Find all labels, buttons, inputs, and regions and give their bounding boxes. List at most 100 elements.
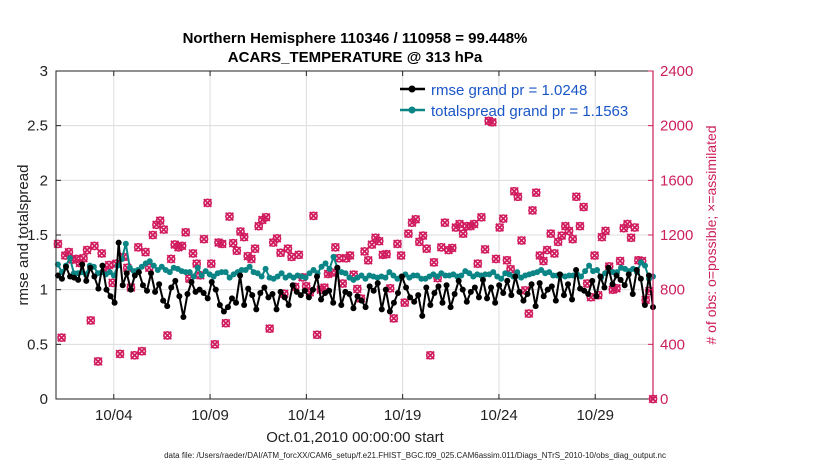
obs-assimilated-point <box>181 227 191 237</box>
obs-possible-point <box>294 250 304 260</box>
obs-assimilated-point <box>422 244 432 254</box>
rmse-point <box>645 272 652 279</box>
rmse-point <box>184 291 191 298</box>
rmse-point <box>309 286 316 293</box>
obs-possible-point <box>615 256 625 266</box>
rmse-point <box>79 261 86 268</box>
totalspread-point <box>242 266 249 273</box>
rmse-point <box>633 266 640 273</box>
obs-possible-point <box>447 243 457 253</box>
x-tick-label: 10/19 <box>384 407 422 424</box>
rmse-point <box>403 284 410 291</box>
rmse-point <box>605 264 612 271</box>
rmse-point <box>516 288 523 295</box>
obs-possible-point <box>487 117 497 127</box>
rmse-point <box>625 271 632 278</box>
totalspread-point <box>150 262 157 269</box>
rmse-point <box>593 293 600 300</box>
totalspread-point <box>226 274 233 281</box>
rmse-point <box>233 299 240 306</box>
obs-assimilated-point <box>57 333 67 343</box>
obs-assimilated-point <box>473 259 483 269</box>
obs-assimilated-point <box>542 245 552 255</box>
obs-possible-point <box>418 231 428 241</box>
obs-possible-point <box>53 239 63 249</box>
legend-rmse-marker <box>408 85 416 93</box>
obs-assimilated-point <box>287 252 297 262</box>
obs-possible-point <box>626 233 636 243</box>
rmse-point <box>613 272 620 279</box>
rmse-point <box>123 270 130 277</box>
obs-possible-point <box>276 248 286 258</box>
rmse-point <box>621 282 628 289</box>
y-right-tick-label: 800 <box>660 282 685 299</box>
totalspread-point <box>642 262 649 269</box>
obs-possible-point <box>601 226 610 236</box>
obs-assimilated-point <box>539 256 548 266</box>
obs-assimilated-point <box>250 244 260 254</box>
obs-possible-point <box>199 234 209 244</box>
obs-assimilated-point <box>64 247 74 257</box>
y-tick-label: 1.5 <box>27 227 48 244</box>
obs-assimilated-point <box>261 212 271 222</box>
totalspread-point <box>210 273 217 280</box>
obs-count-markers <box>53 116 658 404</box>
rmse-point <box>135 269 142 276</box>
obs-possible-point <box>550 249 559 258</box>
rmse-point <box>386 308 393 315</box>
rmse-point <box>350 305 357 312</box>
totalspread-point <box>186 269 193 276</box>
totalspread-point <box>414 272 421 279</box>
obs-assimilated-point <box>458 229 468 239</box>
obs-possible-point <box>575 221 585 231</box>
obs-assimilated-point <box>393 239 402 249</box>
obs-possible-point <box>265 324 275 334</box>
rmse-point <box>143 287 150 294</box>
totalspread-point <box>122 240 129 247</box>
obs-possible-point <box>225 212 234 221</box>
obs-assimilated-point <box>476 212 486 222</box>
y-tick-label: 3 <box>40 63 48 80</box>
totalspread-point <box>158 263 165 270</box>
rmse-point <box>447 304 454 311</box>
obs-possible-point <box>422 244 432 254</box>
legend: rmse grand pr = 1.0248 totalspread grand… <box>400 82 628 120</box>
rmse-point <box>520 297 527 304</box>
obs-assimilated-point <box>436 242 446 252</box>
rmse-point <box>338 301 345 308</box>
x-tick-label: 10/09 <box>191 407 229 424</box>
obs-assimilated-point <box>203 198 213 208</box>
rmse-point <box>58 275 65 282</box>
rmse-point <box>467 288 474 295</box>
rmse-point <box>103 286 110 293</box>
rmse-point <box>277 288 284 295</box>
obs-assimilated-point <box>104 260 114 270</box>
rmse-point <box>249 292 256 299</box>
totalspread-point <box>310 266 317 273</box>
y-right-tick-label: 400 <box>660 336 685 353</box>
rmse-point <box>95 285 102 292</box>
obs-possible-point <box>539 256 548 266</box>
obs-assimilated-point <box>309 211 318 221</box>
rmse-point <box>119 282 126 289</box>
obs-possible-point <box>363 255 373 265</box>
obs-possible-point <box>148 230 158 240</box>
rmse-point <box>374 280 381 287</box>
rmse-point <box>585 291 592 298</box>
rmse-point <box>176 293 183 300</box>
totalspread-point <box>434 273 441 280</box>
rmse-point <box>245 285 252 292</box>
y-tick-label: 1 <box>40 282 48 299</box>
rmse-point <box>484 295 491 302</box>
obs-possible-point <box>502 255 512 265</box>
rmse-point <box>411 298 418 305</box>
obs-assimilated-point <box>166 254 176 264</box>
rmse-point <box>285 301 292 308</box>
rmse-point <box>443 282 450 289</box>
y-tick-label: 2.5 <box>27 118 48 135</box>
obs-possible-point <box>546 229 556 239</box>
obs-assimilated-point <box>221 318 231 328</box>
obs-assimilated-point <box>79 253 88 263</box>
obs-possible-point <box>90 241 99 251</box>
rmse-point <box>407 294 414 301</box>
